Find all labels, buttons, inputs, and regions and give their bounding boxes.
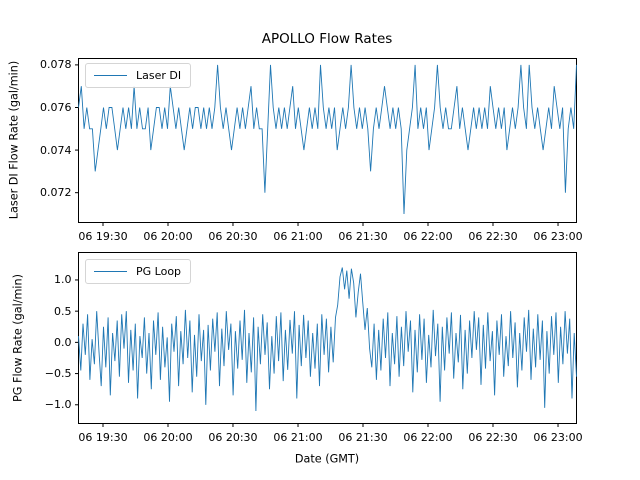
x-tick-label: 06 20:30 (208, 229, 258, 243)
x-axis-label: Date (GMT) (294, 452, 360, 466)
plot-title: APOLLO Flow Rates (261, 31, 393, 47)
y-tick-label: 1.0 (54, 273, 72, 287)
y-axis-label-pg-loop: PG Flow Rate (gal/min) (11, 274, 25, 402)
x-tick-label: 06 22:00 (403, 430, 453, 444)
x-tick-label: 06 22:30 (468, 430, 518, 444)
y-tick-label: −1.0 (44, 398, 72, 412)
legend-line-icon (94, 75, 127, 76)
y-tick-label: 0.0 (54, 335, 72, 349)
y-tick-label: 0.074 (40, 143, 72, 157)
x-tick-label: 06 19:30 (78, 229, 128, 243)
legend-label-laser-di: Laser DI (136, 69, 182, 82)
x-tick-label: 06 22:00 (403, 229, 453, 243)
y-tick-label: 0.072 (40, 186, 72, 200)
y-tick-label: 0.078 (40, 58, 72, 72)
x-tick-label: 06 21:30 (338, 430, 388, 444)
x-tick-label: 06 21:00 (273, 430, 323, 444)
x-tick-label: 06 19:30 (78, 430, 128, 444)
legend-line-icon (94, 271, 127, 272)
x-tick-label: 06 23:00 (533, 229, 583, 243)
x-tick-label: 06 22:30 (468, 229, 518, 243)
y-tick-label: −0.5 (44, 367, 72, 381)
x-tick-label: 06 20:00 (143, 430, 193, 444)
legend-pg-loop: PG Loop (85, 259, 192, 284)
y-tick-label: 0.5 (54, 304, 72, 318)
pg_loop-line (78, 267, 577, 412)
legend-laser-di: Laser DI (85, 63, 192, 88)
axes-frame-laser_di (78, 58, 577, 223)
x-tick-label: 06 21:00 (273, 229, 323, 243)
laser_di-line (78, 64, 577, 215)
legend-label-pg-loop: PG Loop (136, 265, 182, 278)
x-tick-label: 06 20:30 (208, 430, 258, 444)
x-tick-label: 06 20:00 (143, 229, 193, 243)
x-tick-label: 06 23:00 (533, 430, 583, 444)
x-tick-label: 06 21:30 (338, 229, 388, 243)
y-tick-label: 0.076 (40, 100, 72, 114)
y-axis-label-laser-di: Laser DI Flow Rate (gal/min) (7, 60, 21, 220)
